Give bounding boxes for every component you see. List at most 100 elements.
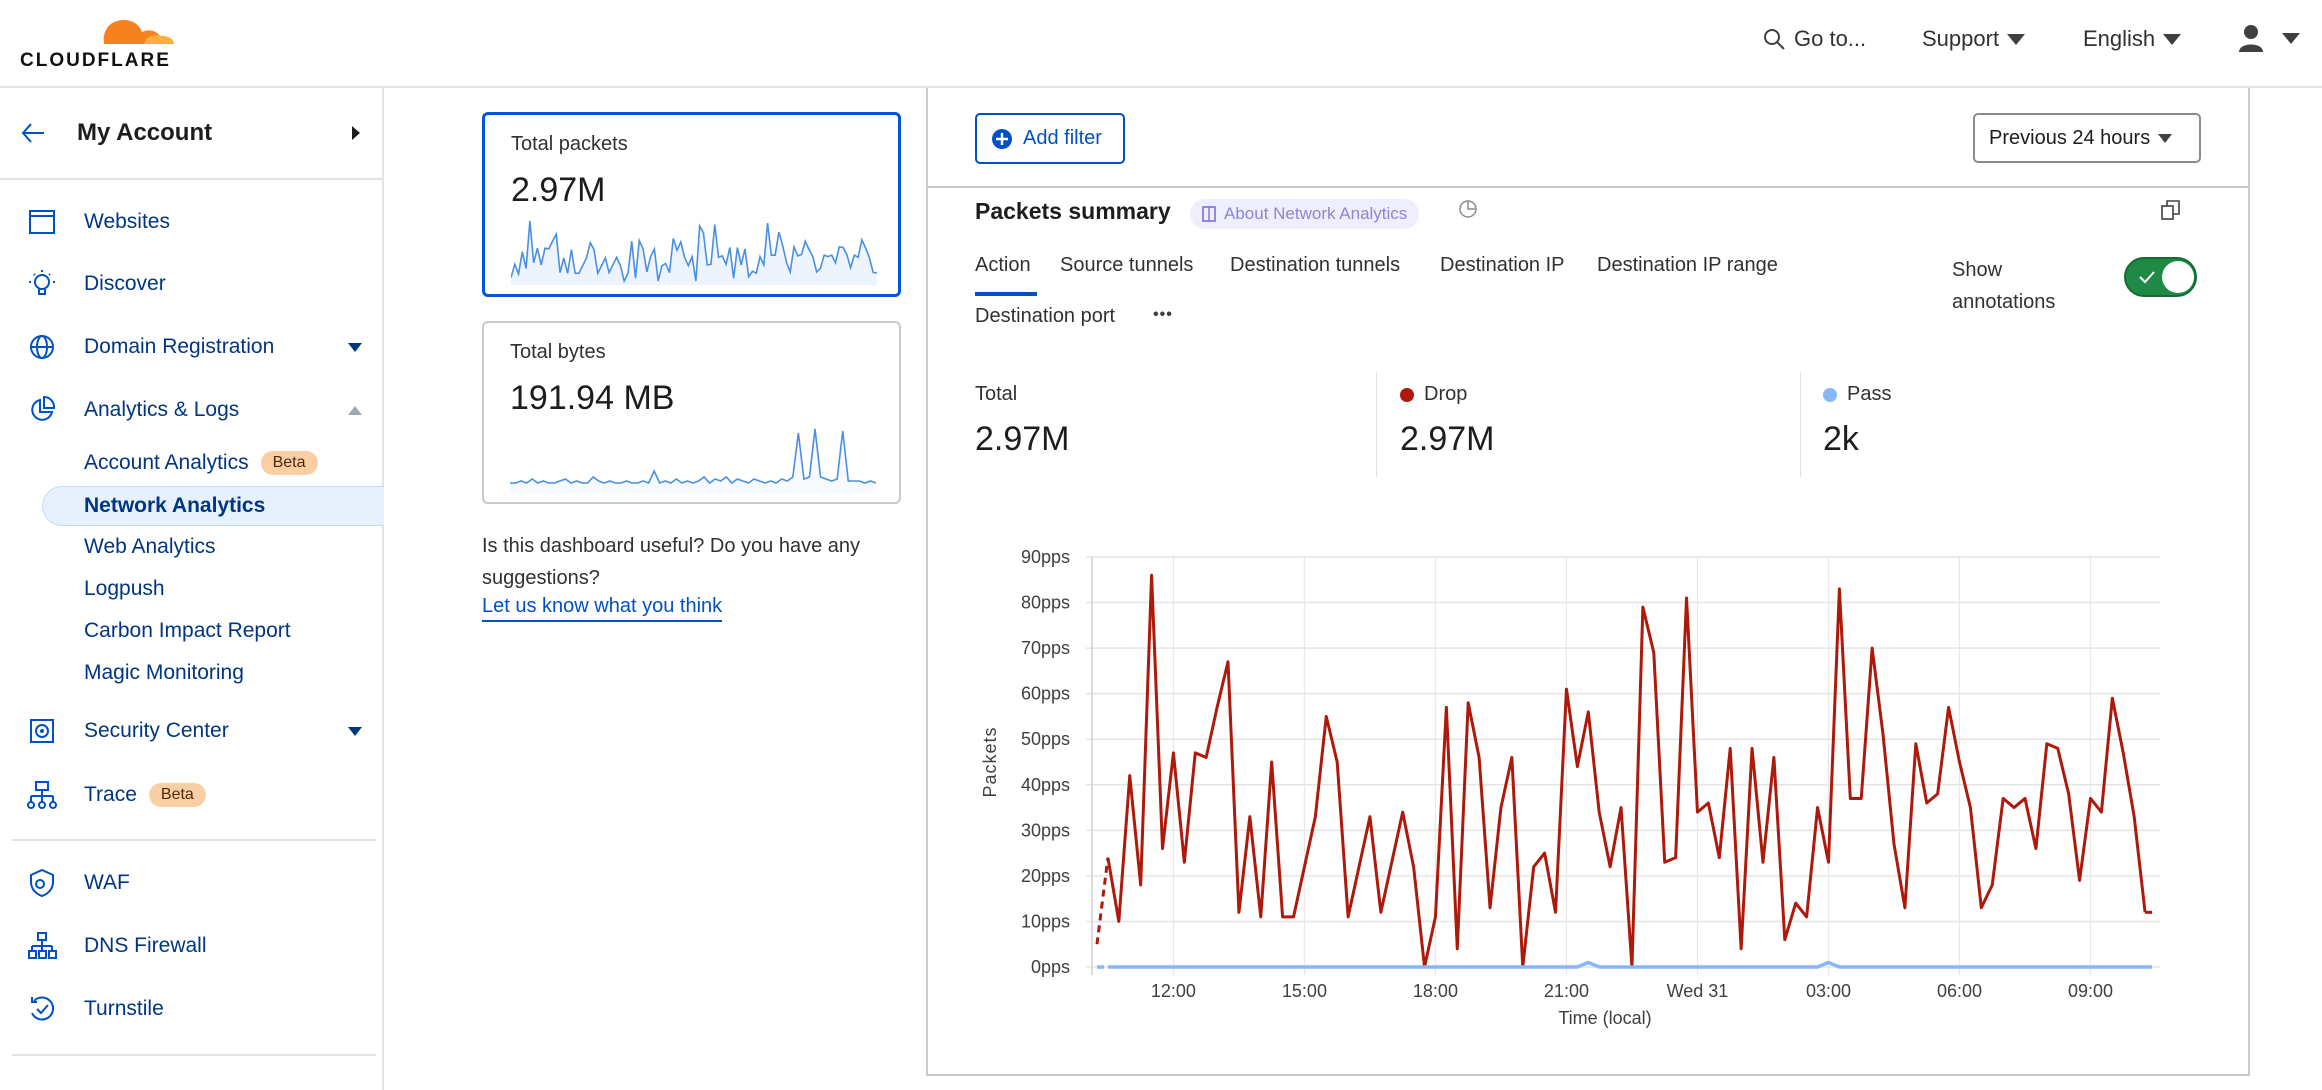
sidebar-subitem-label: Magic Monitoring (84, 661, 244, 684)
tab-destination-ip-range[interactable]: Destination IP range (1597, 254, 1778, 276)
x-tick-label: 18:00 (1413, 981, 1458, 1001)
tab-destination-tunnels[interactable]: Destination tunnels (1230, 254, 1401, 276)
sidebar-item-websites[interactable]: Websites (0, 202, 384, 242)
divider (927, 186, 2249, 188)
caret-up-icon[interactable] (348, 405, 362, 415)
active-item-highlight (42, 486, 384, 526)
sidebar-item-text: Web Analytics (84, 535, 216, 559)
sidebar-item-security-center[interactable]: Security Center (0, 711, 384, 751)
account-switcher[interactable]: My Account (0, 113, 384, 153)
stat-pass-label[interactable]: Pass (1823, 383, 1891, 406)
y-tick-label: 90pps (1021, 547, 1070, 567)
tab-destination-port[interactable]: Destination port (975, 305, 1116, 327)
sidebar-subitem-account-analytics[interactable]: Account Analytics Beta (0, 443, 384, 483)
plus-circle-icon (992, 128, 1012, 149)
sidebar-subitem-label: Logpush (84, 577, 165, 600)
support-menu[interactable]: Support (1922, 26, 2026, 52)
y-tick-label: 80pps (1021, 593, 1070, 613)
user-icon (2239, 25, 2263, 52)
sidebar-item-discover[interactable]: Discover (0, 264, 384, 304)
card-value: 2.97M (511, 171, 606, 209)
stat-drop-label[interactable]: Drop (1400, 383, 1467, 406)
feedback-question: Is this dashboard useful? Do you have an… (482, 535, 861, 589)
divider (1800, 372, 1801, 477)
sidebar-item-text: Domain Registration (84, 335, 274, 359)
sidebar-item-label: DNS Firewall (84, 934, 207, 957)
sidebar-item-text: Websites (84, 210, 170, 234)
tab-destination-ip[interactable]: Destination IP (1440, 254, 1565, 276)
copy-icon[interactable] (2160, 198, 2182, 222)
bytes-sparkline (510, 428, 876, 493)
sidebar-item-dns-firewall[interactable]: DNS Firewall (0, 926, 384, 966)
cloud-logo-icon (103, 20, 174, 44)
x-tick-label: 09:00 (2068, 981, 2113, 1001)
about-network-analytics-link[interactable]: About Network Analytics (1190, 199, 1420, 229)
sidebar-item-waf[interactable]: WAF (0, 863, 384, 903)
caret-right-icon (352, 126, 360, 140)
y-tick-label: 30pps (1021, 820, 1070, 840)
stat-total-value: 2.97M (975, 420, 1070, 458)
sidebar-item-turnstile[interactable]: Turnstile (0, 989, 384, 1029)
caret-down-icon[interactable] (348, 726, 362, 736)
top-header: CLOUDFLARE Go to... Support English (0, 0, 2322, 88)
tab-source-tunnels[interactable]: Source tunnels (1060, 254, 1194, 276)
x-axis-title: Time (local) (1558, 1008, 1651, 1028)
time-range-select[interactable]: Previous 24 hours (1973, 113, 2201, 163)
y-tick-label: 60pps (1021, 684, 1070, 704)
x-tick-label: 15:00 (1282, 981, 1327, 1001)
y-tick-label: 10pps (1021, 911, 1070, 931)
sidebar-subitem-label: Carbon Impact Report (84, 619, 291, 642)
cloudflare-logo[interactable]: CLOUDFLARE (18, 8, 188, 71)
sidebar-subitem-network-analytics[interactable]: Network Analytics (0, 486, 384, 526)
check-icon (2139, 271, 2155, 284)
caret-down-icon[interactable] (348, 342, 362, 352)
sparkline-area (510, 429, 876, 493)
caret-down-icon (2282, 32, 2300, 44)
section-title: Packets summary (975, 198, 1171, 224)
search-icon (1764, 29, 1785, 50)
card-total-packets[interactable]: Total packets 2.97M (482, 112, 901, 297)
y-tick-label: 0pps (1031, 957, 1070, 977)
sidebar-item-label: Analytics & Logs (84, 398, 240, 421)
sidebar-subitem-web-analytics[interactable]: Web Analytics (0, 527, 384, 567)
y-tick-label: 50pps (1021, 729, 1070, 749)
feedback-link[interactable]: Let us know what you think (482, 592, 723, 622)
back-arrow-icon[interactable] (20, 121, 46, 145)
add-filter-button[interactable]: Add filter (975, 113, 1125, 164)
divider (0, 178, 384, 180)
card-title: Total bytes (510, 341, 606, 363)
x-tick-label: 03:00 (1806, 981, 1851, 1001)
sidebar-item-text: Discover (84, 272, 166, 296)
x-tick-label: 21:00 (1544, 981, 1589, 1001)
x-tick-label: 12:00 (1151, 981, 1196, 1001)
sidebar-item-domain-registration[interactable]: Domain Registration (0, 327, 384, 367)
user-menu[interactable] (2238, 24, 2300, 52)
goto-label: Go to... (1794, 26, 1867, 51)
lightbulb-icon (29, 270, 55, 295)
goto-search[interactable]: Go to... (1762, 26, 1866, 52)
beta-badge: Beta (260, 451, 318, 475)
caret-down-icon (2163, 33, 2182, 45)
language-menu[interactable]: English (2083, 26, 2182, 52)
security-center-icon (30, 719, 54, 743)
browser-window-icon (29, 210, 55, 234)
more-tabs-button[interactable]: ••• (1153, 306, 1173, 323)
card-total-bytes[interactable]: Total bytes 191.94 MB (482, 321, 901, 504)
y-axis-title: Packets (980, 726, 1000, 797)
annotations-toggle[interactable] (2124, 257, 2197, 297)
sidebar-subitem-carbon-impact-report[interactable]: Carbon Impact Report (0, 611, 384, 651)
tab-action[interactable]: Action (975, 254, 1031, 276)
divider (12, 839, 376, 841)
sidebar-item-trace[interactable]: Trace Beta (0, 775, 384, 815)
sidebar-subitem-magic-monitoring[interactable]: Magic Monitoring (0, 653, 384, 693)
sidebar-item-text: Magic Monitoring (84, 661, 244, 685)
divider (1376, 372, 1377, 477)
sidebar-item-analytics-logs[interactable]: Analytics & Logs (0, 390, 384, 430)
sidebar-item-text: Security Center (84, 719, 229, 743)
clock-icon[interactable] (1458, 199, 1478, 219)
sidebar-subitem-logpush[interactable]: Logpush (0, 569, 384, 609)
sparkline-area (511, 221, 877, 285)
sidebar-item-label: Discover (84, 272, 166, 295)
network-icon (28, 932, 57, 959)
